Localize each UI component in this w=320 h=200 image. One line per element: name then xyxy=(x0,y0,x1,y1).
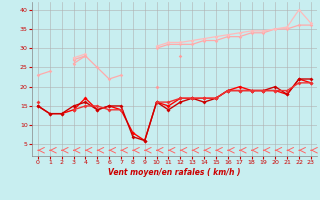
X-axis label: Vent moyen/en rafales ( km/h ): Vent moyen/en rafales ( km/h ) xyxy=(108,168,241,177)
